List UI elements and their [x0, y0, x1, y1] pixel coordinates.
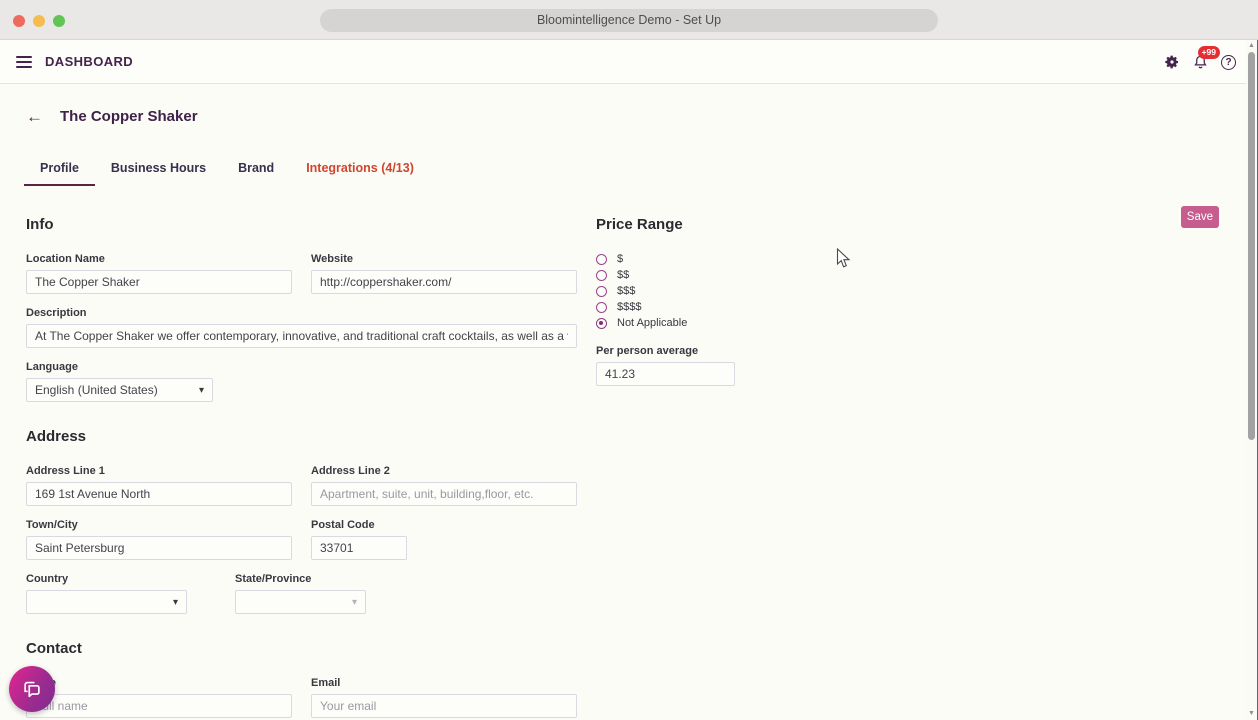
form-right-column: Price Range $ $$ $$$ [596, 216, 1258, 720]
price-option-2[interactable]: $$ [596, 269, 1258, 281]
language-select[interactable]: English (United States) ▾ [26, 378, 213, 402]
notification-badge: +99 [1197, 46, 1220, 59]
content-area: ← The Copper Shaker Profile Business Hou… [0, 84, 1258, 720]
country-label: Country [26, 573, 69, 585]
chat-bubble-icon [24, 681, 40, 698]
chevron-down-icon: ▾ [172, 596, 178, 608]
state-province-select[interactable]: ▾ [235, 590, 366, 614]
radio-icon [596, 285, 607, 297]
contact-email-label: Email [311, 677, 341, 689]
price-option-4[interactable]: $$$$ [596, 301, 1258, 313]
address-line2-label: Address Line 2 [311, 465, 390, 477]
language-label: Language [26, 361, 78, 373]
tab-brand[interactable]: Brand [238, 161, 275, 175]
contact-heading: Contact [26, 640, 82, 657]
radio-icon [596, 253, 607, 265]
price-option-3[interactable]: $$$ [596, 285, 1258, 297]
contact-email-input[interactable] [311, 694, 577, 718]
postal-code-label: Postal Code [311, 519, 375, 531]
address-line1-label: Address Line 1 [26, 465, 105, 477]
dashboard-title: DASHBOARD [45, 54, 134, 69]
radio-icon [596, 269, 607, 281]
radio-icon [596, 301, 607, 313]
language-select-value: English (United States) [35, 383, 158, 397]
radio-icon-checked [596, 317, 607, 329]
description-input[interactable] [26, 324, 577, 348]
tab-profile[interactable]: Profile [24, 155, 95, 186]
notifications-bell-icon[interactable]: +99 [1193, 46, 1220, 70]
info-heading: Info [26, 216, 54, 233]
description-label: Description [26, 307, 87, 319]
price-range-heading: Price Range [596, 216, 683, 233]
breadcrumb: ← The Copper Shaker [26, 108, 1258, 125]
state-province-label: State/Province [235, 573, 312, 585]
help-icon[interactable]: ? [1221, 54, 1236, 70]
window-controls [13, 15, 65, 27]
scroll-down-arrow-icon[interactable]: ▼ [1248, 710, 1255, 717]
header-actions: +99 ? [1164, 40, 1236, 84]
tab-business-hours[interactable]: Business Hours [110, 161, 207, 175]
macos-titlebar: Bloomintelligence Demo - Set Up [0, 0, 1258, 40]
close-window-button[interactable] [13, 15, 25, 27]
chevron-down-icon: ▾ [351, 596, 357, 608]
tab-bar: Profile Business Hours Brand Integration… [24, 155, 1258, 186]
back-arrow-icon[interactable]: ← [26, 107, 43, 126]
address-line2-input[interactable] [311, 482, 577, 506]
website-input[interactable] [311, 270, 577, 294]
scroll-up-arrow-icon[interactable]: ▲ [1248, 42, 1255, 49]
location-name-input[interactable] [26, 270, 292, 294]
save-button[interactable]: Save [1180, 206, 1219, 228]
price-option-not-applicable[interactable]: Not Applicable [596, 317, 1258, 329]
per-person-average-label: Per person average [596, 345, 699, 357]
postal-code-input[interactable] [311, 536, 407, 560]
price-range-radio-group: $ $$ $$$ $$$$ [596, 253, 1258, 329]
app-header: DASHBOARD +99 ? [0, 40, 1258, 84]
zoom-window-button[interactable] [53, 15, 65, 27]
hamburger-menu-icon[interactable] [16, 55, 32, 68]
tab-integrations[interactable]: Integrations (4/13) [306, 161, 414, 175]
scrollbar[interactable]: ▲ ▼ [1246, 40, 1258, 720]
country-select[interactable]: ▾ [26, 590, 187, 614]
page-title: The Copper Shaker [60, 108, 198, 125]
website-label: Website [311, 253, 353, 265]
window-title: Bloomintelligence Demo - Set Up [320, 9, 938, 32]
scrollbar-thumb[interactable] [1248, 52, 1255, 440]
form-left-column: Info Location Name Website Description [26, 216, 577, 720]
contact-name-label: Name [26, 677, 292, 689]
town-city-label: Town/City [26, 519, 78, 531]
question-glyph: ? [1225, 56, 1232, 68]
chevron-down-icon: ▾ [198, 384, 204, 396]
location-name-label: Location Name [26, 253, 105, 265]
chat-widget-button[interactable] [9, 666, 55, 712]
price-option-1[interactable]: $ [596, 253, 1258, 265]
contact-name-input[interactable] [26, 694, 292, 718]
minimize-window-button[interactable] [33, 15, 45, 27]
address-line1-input[interactable] [26, 482, 292, 506]
settings-gear-icon[interactable] [1164, 54, 1180, 70]
address-heading: Address [26, 428, 87, 445]
town-city-input[interactable] [26, 536, 292, 560]
per-person-average-input[interactable] [596, 362, 735, 386]
